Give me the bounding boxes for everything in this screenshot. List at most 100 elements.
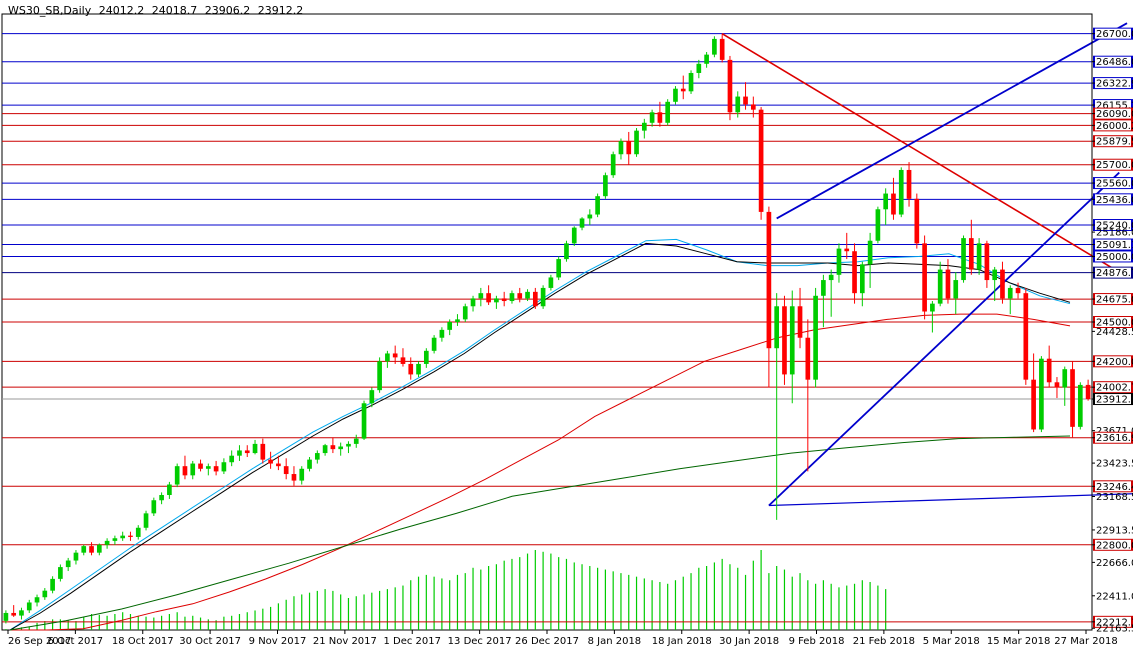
candle-body	[26, 602, 32, 611]
candle-body	[283, 466, 289, 475]
candle-body	[571, 227, 577, 244]
candle-body	[42, 590, 48, 598]
candle-body	[649, 112, 655, 123]
candles	[3, 33, 1091, 624]
candle-body	[58, 567, 63, 579]
candle-body	[299, 468, 305, 481]
candle-body	[836, 248, 842, 275]
candle-body	[494, 298, 499, 303]
moving-average-line	[10, 313, 1071, 631]
y-tick-label: 26322.9	[1096, 79, 1133, 90]
candle-body	[984, 243, 990, 281]
y-tick-label: 24500.0	[1096, 318, 1133, 329]
candle-body	[1031, 379, 1036, 430]
candle-body	[937, 269, 943, 304]
candle-body	[680, 88, 686, 92]
moving-average-line	[9, 238, 1071, 631]
candle-body	[486, 293, 491, 303]
y-tick-label: 22800.0	[1096, 540, 1133, 551]
candle-body	[81, 546, 87, 553]
chart-low: 23906.2	[204, 4, 251, 17]
x-tick-label: 18 Jan 2018	[652, 636, 712, 647]
candle-body	[634, 130, 639, 155]
y-tick-label: 23423.5	[1096, 459, 1133, 470]
moving-averages	[9, 238, 1071, 631]
candle-body	[229, 455, 235, 463]
candle-body	[968, 238, 974, 270]
y-level-tag-inner	[1095, 108, 1131, 119]
trendlines	[721, 22, 1133, 507]
y-tick-label: 26155.2	[1096, 101, 1133, 112]
candle-body	[750, 104, 756, 110]
y-level-tag-inner	[1095, 178, 1131, 189]
candle-body	[1007, 287, 1013, 299]
y-tick-label: 24876.7	[1096, 268, 1133, 279]
candle-body	[377, 361, 382, 391]
candle-body	[112, 538, 118, 541]
chart-close: 23912.2	[257, 4, 304, 17]
candle-body	[50, 578, 55, 591]
candle-body	[641, 122, 647, 131]
candle-body	[532, 291, 538, 307]
x-tick-label: 26 Dec 2017	[515, 636, 579, 647]
candle-body	[408, 363, 414, 375]
candle-body	[369, 390, 375, 404]
candle-body	[953, 280, 959, 299]
candle-body	[688, 72, 694, 92]
y-axis: 26700.0 26486.0 26322.9 26155.226090.026000…	[1091, 14, 1133, 635]
candle-body	[11, 612, 17, 616]
y-tick-label: 26000.2	[1096, 121, 1133, 132]
y-tick-label: 25700.0	[1096, 160, 1133, 171]
y-level-tag-inner	[1095, 159, 1131, 170]
y-level-tag-inner	[1095, 100, 1131, 111]
x-tick-label: 15 Mar 2018	[987, 636, 1050, 647]
candle-body	[135, 527, 141, 537]
candle-body	[19, 610, 24, 616]
y-level-tag-inner	[1095, 220, 1131, 231]
candle-body	[385, 353, 390, 362]
candle-body	[221, 462, 227, 472]
candle-body	[104, 540, 110, 545]
x-tick-label: 27 Mar 2018	[1054, 636, 1117, 647]
y-tick-label: 26700.0	[1096, 29, 1133, 40]
trendline	[768, 493, 1133, 507]
candle-body	[120, 535, 126, 539]
candle-body	[361, 403, 367, 439]
candle-body	[431, 337, 437, 351]
candle-body	[455, 319, 460, 322]
y-level-tag-inner	[1095, 432, 1131, 443]
moving-average-line	[9, 242, 1071, 631]
y-tick-label: 23168.5	[1096, 492, 1133, 503]
candle-body	[268, 459, 273, 464]
candle-body	[276, 463, 281, 467]
candle-body	[673, 88, 678, 102]
y-tick-label: 23246.4	[1096, 482, 1133, 493]
candle-body	[151, 500, 157, 514]
candle-body	[665, 101, 671, 123]
candle-body	[307, 459, 312, 469]
candle-body	[805, 337, 811, 380]
y-level-tag-inner	[1095, 56, 1131, 67]
candle-body	[314, 453, 320, 460]
candle-body	[416, 363, 421, 375]
candle-body	[260, 443, 266, 460]
candle-body	[789, 306, 795, 375]
moving-average-line	[9, 435, 1071, 631]
y-level-tag-inner	[1095, 267, 1131, 278]
y-tick-label: 25879.5	[1096, 137, 1133, 148]
candle-body	[244, 450, 250, 454]
candle-body	[462, 306, 468, 320]
candle-body	[439, 329, 445, 338]
y-tick-label: 25560.0	[1096, 179, 1133, 190]
x-tick-label: 5 Mar 2018	[923, 636, 980, 647]
candle-body	[174, 466, 180, 485]
y-tick-label: 24002.7	[1096, 383, 1133, 394]
candle-body	[237, 450, 242, 456]
y-level-tag-inner	[1095, 294, 1131, 305]
candle-body	[392, 353, 398, 358]
candle-body	[540, 287, 546, 307]
chart-header: WS30_SB,Daily 24012.2 24018.7 23906.2 23…	[8, 4, 307, 17]
